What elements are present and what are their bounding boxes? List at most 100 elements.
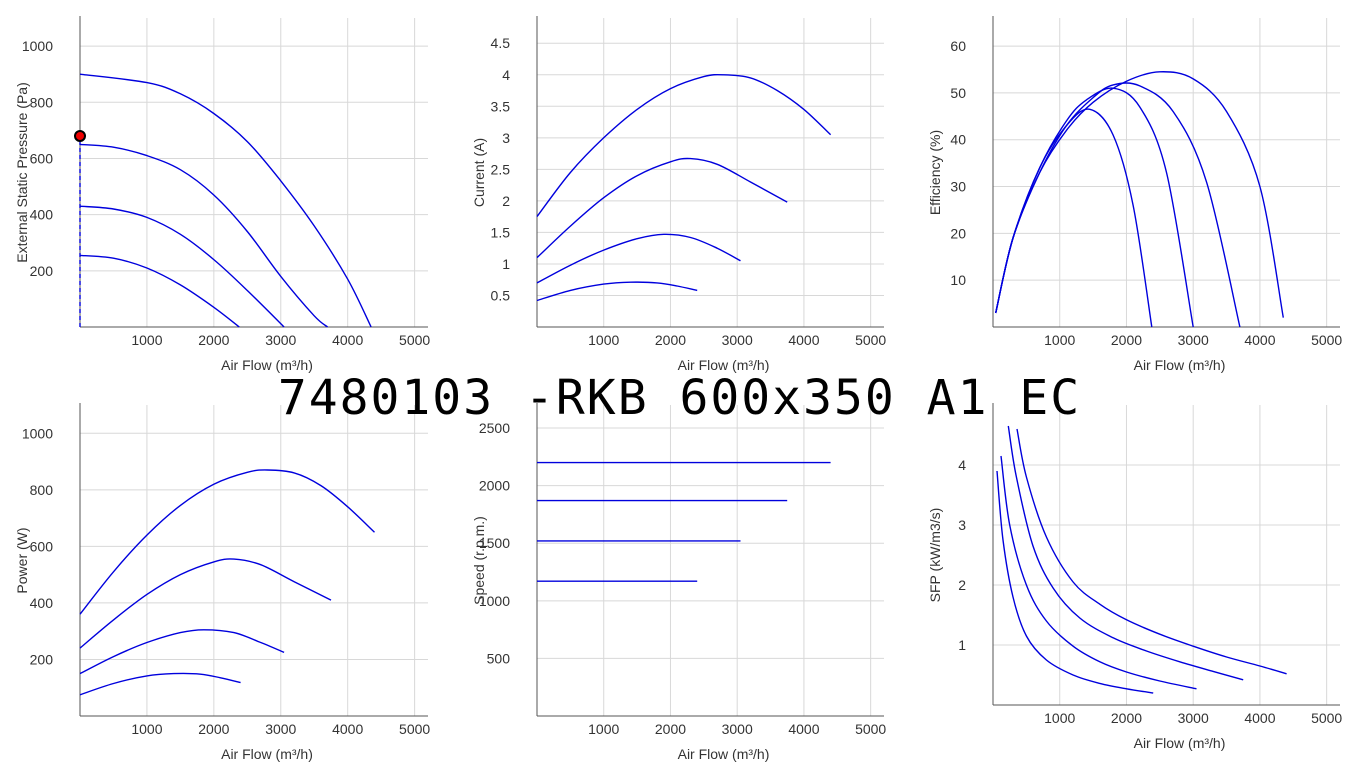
pressure-y-tick-label: 800 xyxy=(30,94,54,110)
speed-x-tick-label: 3000 xyxy=(722,721,753,737)
current-chart: 1000 2000 3000 4000 5000 0.5 1 1.5 2 2.5 3 3.5 4 4.5 A… xyxy=(471,16,886,373)
sfp-y-tick-label: 1 xyxy=(958,637,966,653)
efficiency-series-line xyxy=(995,71,1284,318)
efficiency-chart: 1000 2000 3000 4000 5000 10 20 30 40 50 60 Air Flow… xyxy=(927,16,1342,373)
power-y-axis-label: Power (W) xyxy=(14,527,30,593)
pressure-series-line xyxy=(79,254,240,328)
current-y-tick-label: 1 xyxy=(502,256,510,272)
speed-y-axis-label: Speed (r.p.m.) xyxy=(471,516,487,605)
efficiency-x-tick-label: 4000 xyxy=(1244,332,1275,348)
current-y-tick-label: 3.5 xyxy=(491,98,511,114)
current-x-tick-label: 5000 xyxy=(855,332,886,348)
power-y-tick-label: 200 xyxy=(30,651,54,667)
sfp-chart: 1000 2000 3000 4000 5000 1 2 3 4 Air Flow (m³/h) S… xyxy=(927,403,1342,751)
speed-chart: 1000 2000 3000 4000 5000 500 1000 1500 2000 2500 A… xyxy=(471,403,886,762)
sfp-series-line xyxy=(1007,425,1244,681)
efficiency-series-line xyxy=(995,87,1194,328)
speed-x-tick-label: 2000 xyxy=(655,721,686,737)
efficiency-x-tick-label: 1000 xyxy=(1044,332,1075,348)
current-x-tick-label: 2000 xyxy=(655,332,686,348)
speed-x-tick-label: 1000 xyxy=(588,721,619,737)
current-x-tick-label: 4000 xyxy=(788,332,819,348)
power-x-tick-label: 3000 xyxy=(265,721,296,737)
speed-y-tick-label: 2500 xyxy=(479,420,510,436)
pressure-operating-point xyxy=(74,129,86,142)
efficiency-y-tick-label: 50 xyxy=(950,85,966,101)
efficiency-y-axis-label: Efficiency (%) xyxy=(927,130,943,215)
power-x-axis-label: Air Flow (m³/h) xyxy=(221,746,313,762)
pressure-y-tick-label: 200 xyxy=(30,263,54,279)
power-chart: 1000 2000 3000 4000 5000 200 400 600 800 1000 Air … xyxy=(14,403,430,762)
sfp-x-tick-label: 1000 xyxy=(1044,710,1075,726)
sfp-x-tick-label: 2000 xyxy=(1111,710,1142,726)
current-y-axis-label: Current (A) xyxy=(471,138,487,207)
sfp-y-tick-label: 4 xyxy=(958,457,966,473)
sfp-x-tick-label: 3000 xyxy=(1178,710,1209,726)
speed-y-tick-label: 1000 xyxy=(479,593,510,609)
power-series-line xyxy=(79,629,285,675)
efficiency-x-tick-label: 2000 xyxy=(1111,332,1142,348)
pressure-x-tick-label: 1000 xyxy=(131,332,162,348)
pressure-series-line xyxy=(79,205,285,328)
power-y-tick-label: 800 xyxy=(30,482,54,498)
efficiency-series-line xyxy=(995,82,1241,328)
power-y-tick-label: 600 xyxy=(30,538,54,554)
power-series-line xyxy=(79,672,241,696)
efficiency-y-tick-label: 20 xyxy=(950,225,966,241)
current-y-tick-label: 0.5 xyxy=(491,287,511,303)
efficiency-y-tick-label: 30 xyxy=(950,179,966,195)
sfp-series-line xyxy=(1016,428,1287,675)
pressure-x-tick-label: 2000 xyxy=(198,332,229,348)
efficiency-x-tick-label: 5000 xyxy=(1311,332,1342,348)
sfp-series-line xyxy=(1000,455,1197,690)
current-series-line xyxy=(536,157,788,259)
efficiency-y-tick-label: 10 xyxy=(950,272,966,288)
pressure-x-tick-label: 4000 xyxy=(332,332,363,348)
sfp-x-tick-label: 5000 xyxy=(1311,710,1342,726)
pressure-series-line xyxy=(79,143,329,328)
pressure-series-line xyxy=(79,73,372,328)
current-x-tick-label: 3000 xyxy=(722,332,753,348)
power-series-line xyxy=(79,558,332,649)
sfp-series-line xyxy=(996,470,1154,694)
speed-x-axis-label: Air Flow (m³/h) xyxy=(678,746,770,762)
sfp-y-tick-label: 2 xyxy=(958,577,966,593)
pressure-x-tick-label: 5000 xyxy=(399,332,430,348)
efficiency-series-line xyxy=(995,108,1153,328)
pressure-x-axis-label: Air Flow (m³/h) xyxy=(221,357,313,373)
efficiency-y-tick-label: 40 xyxy=(950,132,966,148)
pressure-chart: 1000 2000 3000 4000 5000 200 400 600 800 1000 Air … xyxy=(14,16,430,373)
efficiency-x-axis-label: Air Flow (m³/h) xyxy=(1134,357,1226,373)
current-x-axis-label: Air Flow (m³/h) xyxy=(678,357,770,373)
current-x-tick-label: 1000 xyxy=(588,332,619,348)
speed-y-tick-label: 1500 xyxy=(479,535,510,551)
efficiency-x-tick-label: 3000 xyxy=(1178,332,1209,348)
speed-x-tick-label: 5000 xyxy=(855,721,886,737)
current-y-tick-label: 3 xyxy=(502,130,510,146)
sfp-y-tick-label: 3 xyxy=(958,517,966,533)
speed-y-tick-label: 2000 xyxy=(479,478,510,494)
speed-x-tick-label: 4000 xyxy=(788,721,819,737)
current-y-tick-label: 1.5 xyxy=(491,224,511,240)
power-x-tick-label: 5000 xyxy=(399,721,430,737)
power-x-tick-label: 1000 xyxy=(131,721,162,737)
current-y-tick-label: 2 xyxy=(502,193,510,209)
power-series-line xyxy=(79,469,375,615)
pressure-x-tick-label: 3000 xyxy=(265,332,296,348)
speed-y-tick-label: 500 xyxy=(487,650,511,666)
pressure-y-tick-label: 600 xyxy=(30,150,54,166)
sfp-y-axis-label: SFP (kW/m3/s) xyxy=(927,508,943,603)
sfp-x-axis-label: Air Flow (m³/h) xyxy=(1134,735,1226,751)
power-x-tick-label: 4000 xyxy=(332,721,363,737)
current-y-tick-label: 2.5 xyxy=(491,161,511,177)
pressure-y-axis-label: External Static Pressure (Pa) xyxy=(14,82,30,263)
current-series-line xyxy=(536,281,698,302)
sfp-x-tick-label: 4000 xyxy=(1244,710,1275,726)
efficiency-y-tick-label: 60 xyxy=(950,38,966,54)
current-series-line xyxy=(536,233,741,284)
power-y-tick-label: 1000 xyxy=(22,425,53,441)
power-y-tick-label: 400 xyxy=(30,595,54,611)
current-series-line xyxy=(536,73,832,218)
current-y-tick-label: 4.5 xyxy=(491,35,511,51)
